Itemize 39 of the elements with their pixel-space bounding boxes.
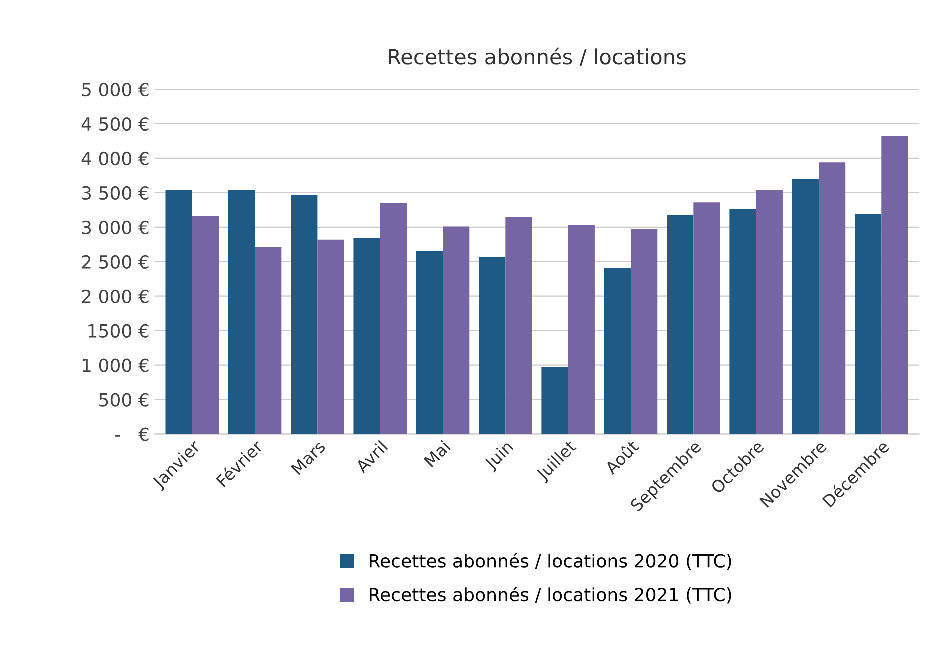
bar (443, 226, 470, 434)
bar (354, 238, 380, 434)
bar (542, 367, 568, 434)
bar (568, 225, 595, 434)
legend-label: Recettes abonnés / locations 2020 (TTC) (370, 553, 732, 570)
y-tick-label: 5 000 € (82, 82, 149, 97)
bar (479, 257, 506, 434)
bar (228, 190, 256, 434)
x-tick-label: Mai (424, 440, 452, 468)
legend-label: Recettes abonnés / locations 2021 (TTC) (370, 586, 732, 604)
bar (630, 229, 658, 434)
bar (818, 162, 846, 434)
y-tick-label: - € (116, 428, 149, 442)
bar (416, 252, 444, 434)
bar (506, 217, 532, 434)
y-tick-label: 2 500 € (82, 255, 149, 269)
bar (255, 247, 282, 434)
y-tick-label: 1 000 € (82, 358, 149, 372)
bar (604, 268, 631, 434)
y-tick-label: 2 000 € (82, 290, 149, 304)
bar (882, 136, 908, 434)
y-tick-label: 1500 € (88, 324, 149, 338)
y-tick-label: 4 000 € (82, 152, 149, 166)
bar (291, 195, 318, 434)
y-tick-label: 500 € (100, 393, 149, 407)
bar (380, 203, 407, 434)
y-tick-label: 3 500 € (82, 186, 149, 200)
y-tick-label: 4 500 € (82, 117, 149, 132)
bar (730, 209, 756, 434)
bar (694, 202, 720, 434)
bar (855, 214, 882, 434)
bar (792, 179, 819, 434)
chart-title: Recettes abonnés / locations (389, 48, 686, 66)
y-tick-label: 3 000 € (82, 220, 149, 235)
bar (667, 215, 694, 434)
bar (166, 190, 192, 434)
bar (318, 240, 344, 434)
bar (192, 216, 219, 434)
bar (756, 190, 783, 434)
